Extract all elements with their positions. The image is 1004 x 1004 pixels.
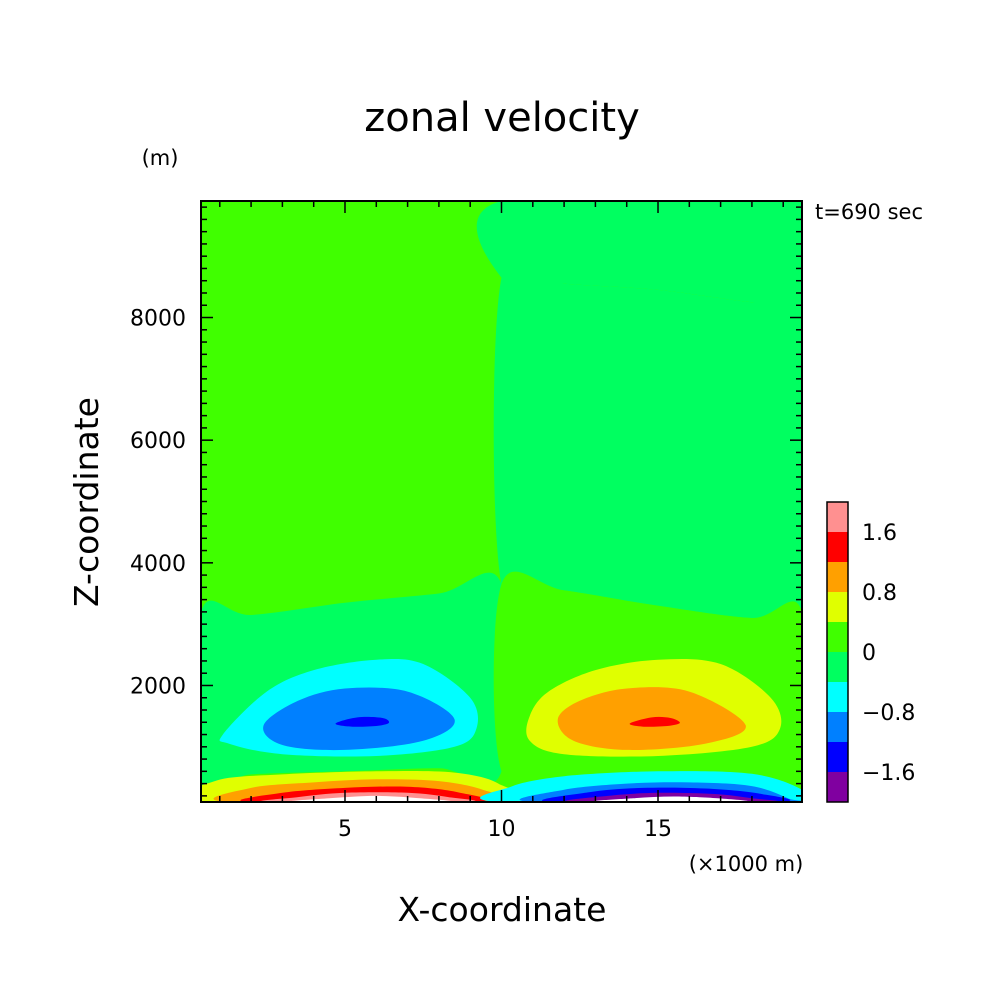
- colorbar-swatch: [827, 532, 848, 562]
- colorbar: [826, 501, 849, 803]
- colorbar-swatch: [827, 712, 848, 742]
- colorbar-tick-label: −0.8: [862, 701, 915, 726]
- colorbar-swatch: [827, 502, 848, 532]
- x-axis-title: X-coordinate: [398, 890, 607, 929]
- colorbar-frame: [826, 501, 849, 803]
- y-tick-label: 8000: [130, 307, 186, 332]
- colorbar-swatch: [827, 742, 848, 772]
- colorbar-swatch: [827, 652, 848, 682]
- x-tick-label: 5: [338, 817, 352, 842]
- colorbar-tick-label: 0.8: [862, 581, 897, 606]
- x-axis-unit: (×1000 m): [689, 852, 804, 876]
- y-tick-labels: 2000 4000 6000 8000: [130, 307, 186, 700]
- colorbar-swatch: [827, 682, 848, 712]
- chart-title: zonal velocity: [364, 95, 640, 141]
- colorbar-tick-label: −1.6: [862, 761, 915, 786]
- contour-region-right-eddy-core: [629, 716, 680, 727]
- contour-fills: [201, 201, 802, 802]
- plot-frame: [200, 200, 803, 803]
- contour-region-right-middle-band: [493, 256, 802, 638]
- x-tick-label: 15: [644, 817, 672, 842]
- x-tick-labels: 5 10 15: [338, 817, 672, 842]
- y-axis-unit: (m): [142, 146, 179, 170]
- x-tick-label: 10: [488, 817, 516, 842]
- colorbar-swatch: [827, 562, 848, 592]
- y-tick-label: 6000: [130, 429, 186, 454]
- colorbar-swatch: [827, 622, 848, 652]
- contour-region-left-bottom-l5: [289, 795, 452, 802]
- y-tick-label: 2000: [130, 674, 186, 699]
- y-tick-label: 4000: [130, 552, 186, 577]
- colorbar-labels: −1.6 −0.8 0 0.8 1.6: [862, 521, 915, 786]
- contour-region-left-eddy-core: [335, 716, 390, 727]
- contour-region-right-bottom-l5: [591, 796, 749, 802]
- y-axis-title: Z-coordinate: [67, 397, 106, 607]
- colorbar-tick-label: 0: [862, 641, 876, 666]
- contour-region-upper-left-band: [201, 201, 527, 311]
- time-label: t=690 sec: [815, 200, 923, 224]
- colorbar-swatch: [827, 592, 848, 622]
- colorbar-tick-label: 1.6: [862, 521, 897, 546]
- plot-area: [200, 200, 803, 803]
- colorbar-swatch: [827, 772, 848, 802]
